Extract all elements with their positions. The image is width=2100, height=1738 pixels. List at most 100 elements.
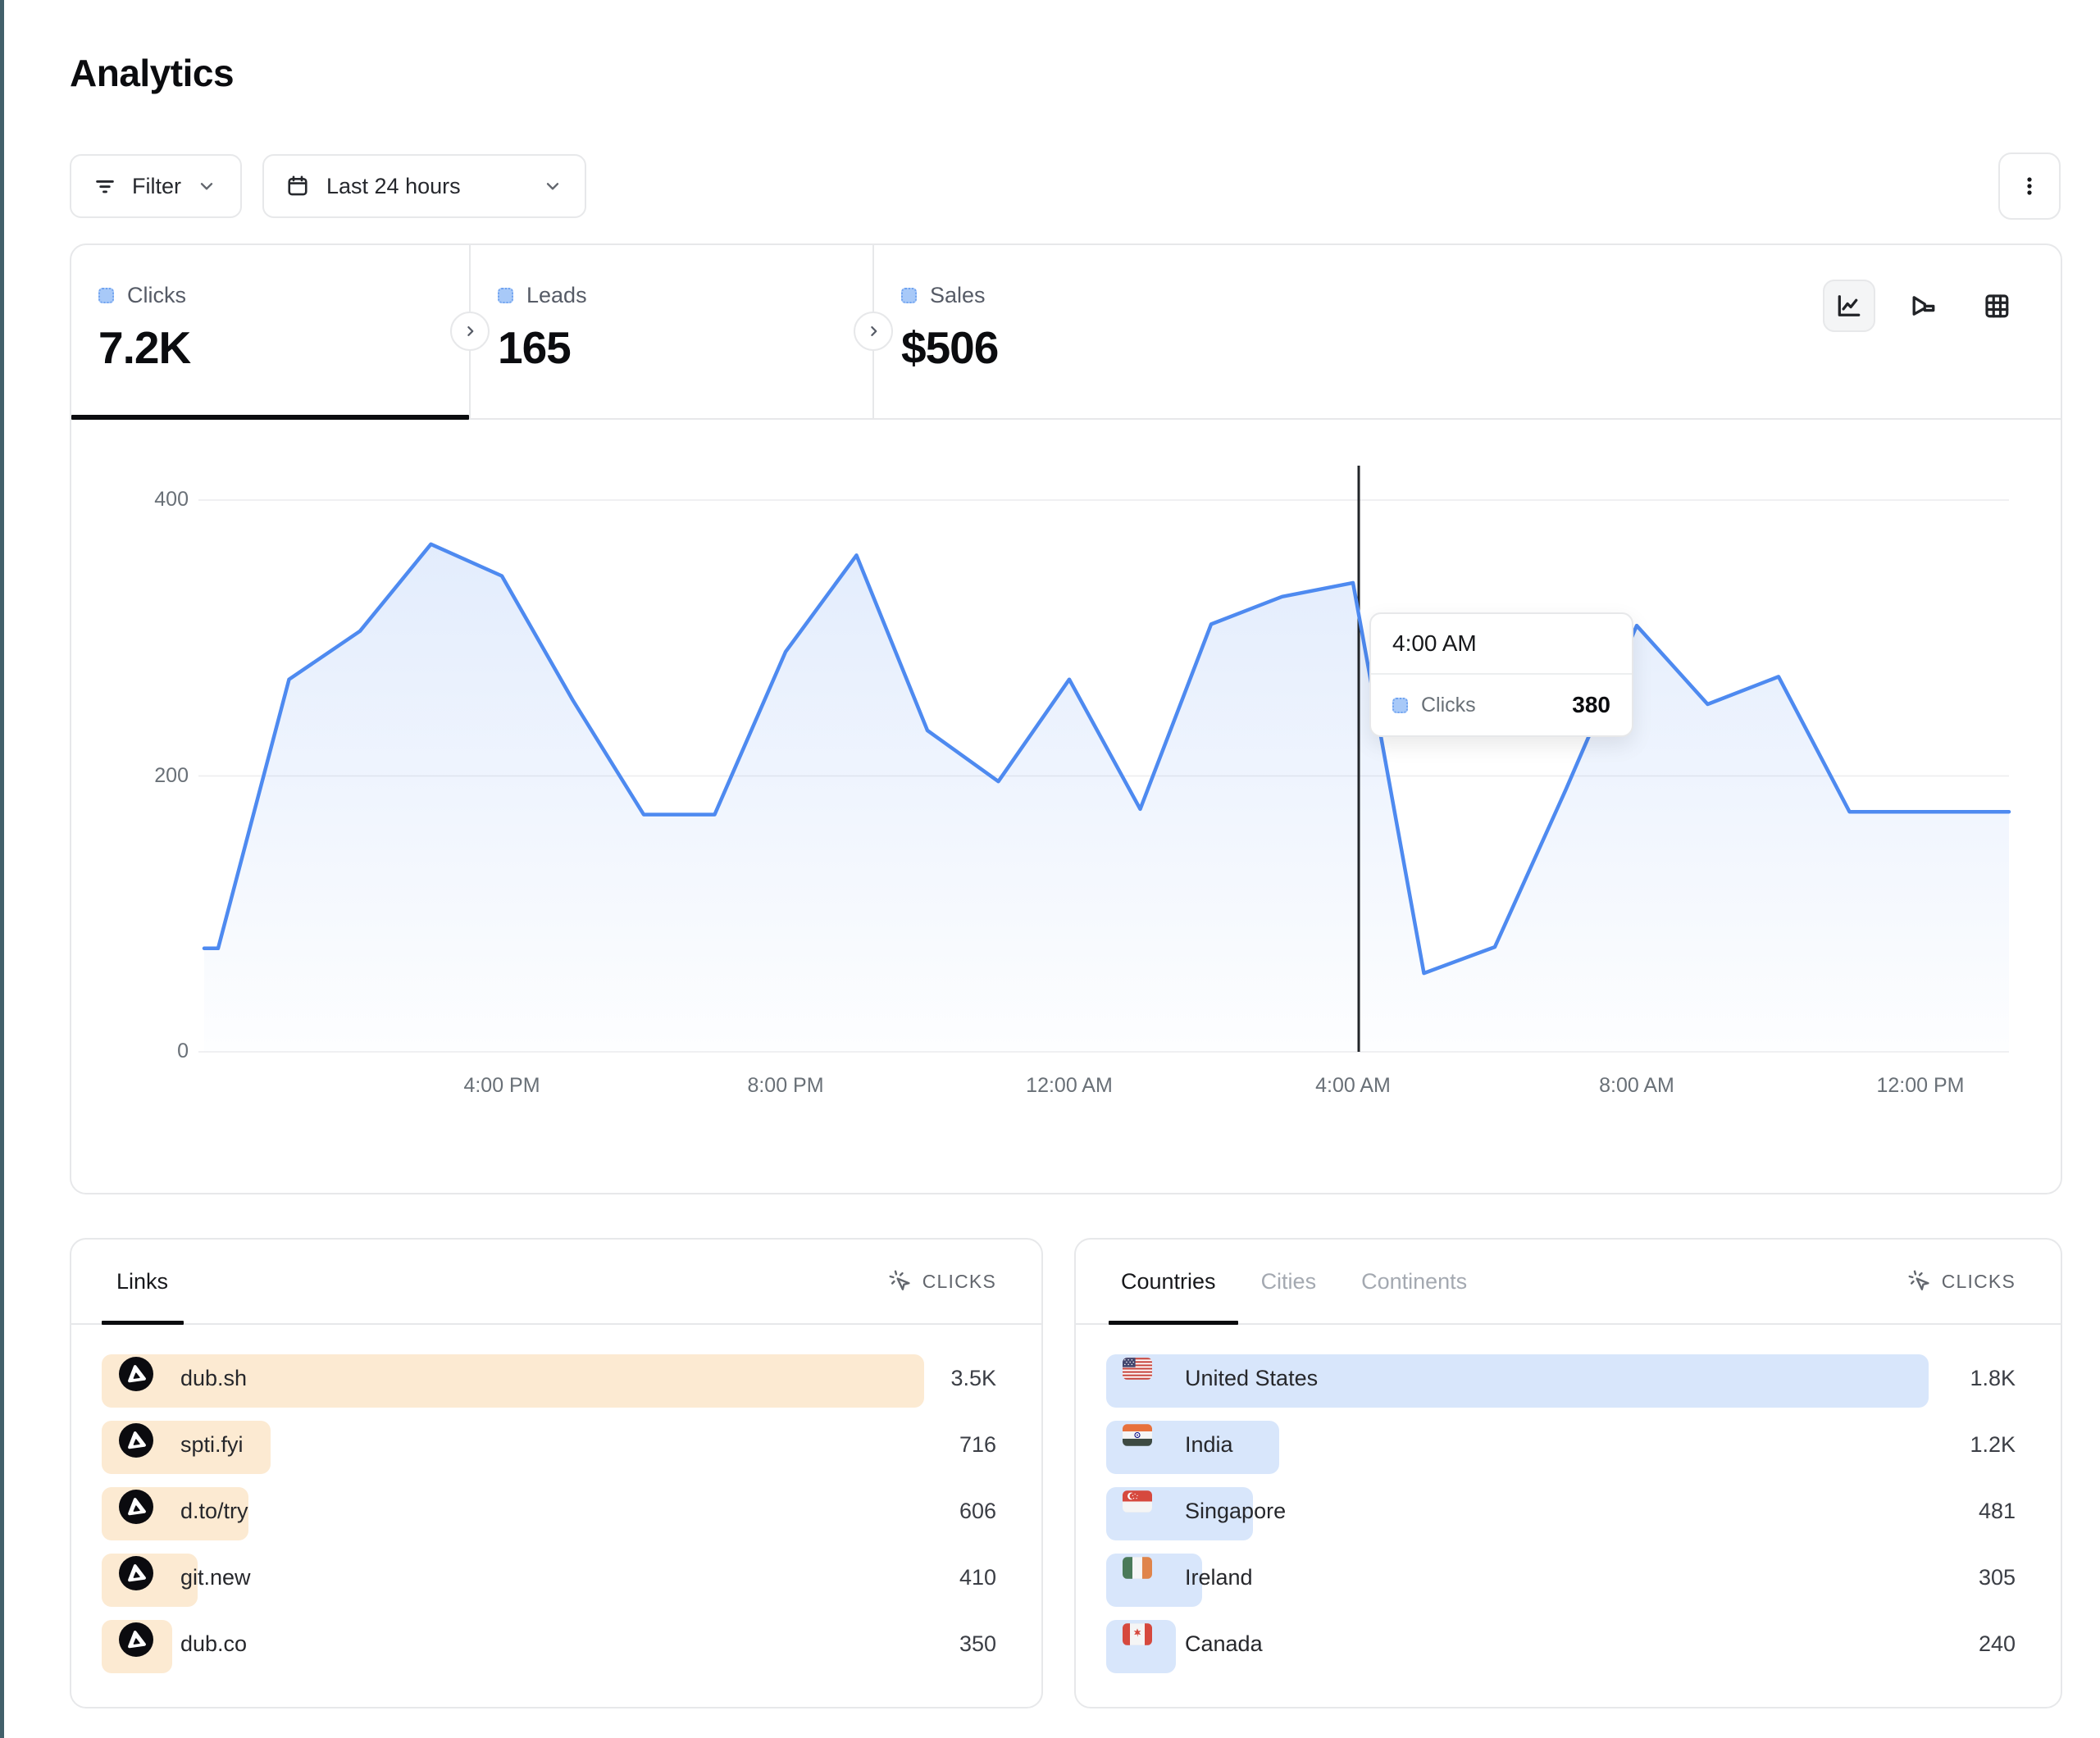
row-value: 3.5K [950,1366,996,1390]
row-value: 481 [1978,1499,2016,1523]
filter-icon [93,174,117,198]
row-label: git.new [180,1565,251,1590]
left-edge-accent [0,0,4,1738]
chart-view-toggle [1823,280,2023,332]
chevron-down-icon [196,175,217,197]
row-value: 350 [959,1631,996,1656]
tab-countries[interactable]: Countries [1121,1268,1216,1294]
x-tick-label: 8:00 AM [1599,1074,1674,1097]
y-tick-label: 0 [177,1040,189,1062]
links-panel: Links CLICKS dub.sh 3.5K spti.fyi 716 d.to/t… [70,1238,1043,1708]
country-row[interactable]: Canada 240 [1076,1613,2061,1680]
link-row[interactable]: dub.sh 3.5K [71,1348,1041,1414]
links-metric-header[interactable]: CLICKS [888,1269,996,1294]
clicks-legend-chip [98,288,114,303]
metric-tabs: Clicks 7.2K Leads 165 Sales $506 [71,245,2061,420]
table-view-button[interactable] [1970,280,2023,332]
chevron-down-icon [542,175,563,197]
row-value: 606 [959,1499,996,1523]
date-range-label: Last 24 hours [326,173,461,198]
country-row[interactable]: Singapore 481 [1076,1481,2061,1547]
tooltip-value: 380 [1572,692,1610,717]
tab-cities[interactable]: Cities [1260,1268,1317,1294]
tooltip-series-label: Clicks [1421,693,1476,717]
x-tick-label: 12:00 AM [1026,1074,1113,1097]
tooltip-series-chip [1392,697,1408,713]
line-chart-view-button[interactable] [1823,280,1875,332]
funnel-view-button[interactable] [1897,280,1949,332]
row-value: 1.2K [1970,1432,2016,1457]
row-bar [1106,1354,1929,1408]
row-label: India [1185,1432,1233,1457]
countries-list: United States 1.8K India 1.2K Singapore 481 Ir… [1076,1348,2061,1680]
dub-logo-icon [119,1556,153,1590]
row-label: dub.co [180,1631,248,1656]
link-row[interactable]: d.to/try 606 [71,1481,1041,1547]
row-label: Ireland [1185,1565,1253,1590]
row-label: Singapore [1185,1499,1287,1523]
flag-ie-icon [1123,1557,1152,1579]
row-bar [1106,1554,1203,1607]
row-bar [102,1354,924,1408]
tooltip-time: 4:00 AM [1371,614,1632,675]
expand-metric-button[interactable] [854,312,893,351]
links-list: dub.sh 3.5K spti.fyi 716 d.to/try 606 git.new 4… [71,1348,1041,1680]
tab-clicks-label: Clicks [127,283,186,307]
x-tick-label: 4:00 PM [463,1074,540,1097]
tab-clicks[interactable]: Clicks 7.2K [71,245,469,420]
filter-button[interactable]: Filter [70,154,242,218]
flag-ca-icon [1123,1623,1152,1645]
countries-metric-header[interactable]: CLICKS [1907,1269,2016,1294]
links-metric-label: CLICKS [922,1270,996,1292]
funnel-icon [1908,291,1938,321]
y-tick-label: 400 [154,488,189,511]
more-options-button[interactable] [1998,152,2061,220]
calendar-icon [285,174,310,198]
row-value: 410 [959,1565,996,1590]
flag-sg-icon [1123,1490,1152,1513]
table-grid-icon [1982,291,2011,321]
link-row[interactable]: git.new 410 [71,1547,1041,1613]
flag-in-icon [1123,1424,1152,1446]
tab-continents[interactable]: Continents [1361,1268,1468,1294]
countries-metric-label: CLICKS [1941,1270,2016,1292]
date-range-button[interactable]: Last 24 hours [262,154,586,218]
analytics-chart-card: Clicks 7.2K Leads 165 Sales $506 0 200 400… [70,243,2062,1194]
leads-total: 165 [498,322,572,373]
filter-button-label: Filter [132,173,181,198]
x-tick-label: 12:00 PM [1876,1074,1965,1097]
cursor-click-icon [888,1269,913,1294]
x-tick-label: 8:00 PM [747,1074,824,1097]
chart-tooltip: 4:00 AM Clicks 380 [1369,612,1633,737]
row-label: spti.fyi [180,1432,244,1457]
country-row[interactable]: Ireland 305 [1076,1547,2061,1613]
link-row[interactable]: spti.fyi 716 [71,1414,1041,1481]
links-panel-header: Links CLICKS [71,1240,1041,1325]
row-label: Canada [1185,1631,1263,1656]
tab-links[interactable]: Links [116,1268,169,1294]
line-chart-icon [1834,291,1864,321]
row-label: dub.sh [180,1366,248,1390]
tab-sales[interactable]: Sales $506 [854,245,2061,418]
clicks-total: 7.2K [98,322,191,373]
tab-leads[interactable]: Leads 165 [450,245,872,418]
row-value: 305 [1978,1565,2016,1590]
links-tab-underline [102,1321,184,1325]
clicks-area-chart[interactable] [71,418,2061,1193]
expand-metric-button[interactable] [450,312,490,351]
y-tick-label: 200 [154,763,189,787]
clicks-chart[interactable]: 0 200 400 4:00 PM 8:00 PM 12:00 AM 4:00 AM 8:0… [71,418,2061,1193]
country-row[interactable]: India 1.2K [1076,1414,2061,1481]
link-row[interactable]: dub.co 350 [71,1613,1041,1680]
row-value: 1.8K [1970,1366,2016,1390]
dub-logo-icon [119,1490,153,1524]
kebab-menu-icon [2017,174,2042,198]
countries-panel: Countries Cities Continents CLICKS Unite… [1074,1238,2062,1708]
cursor-click-icon [1907,1269,1932,1294]
dub-logo-icon [119,1622,153,1657]
row-label: United States [1185,1366,1319,1390]
dub-logo-icon [119,1423,153,1458]
page-title: Analytics [70,52,235,94]
row-value: 240 [1978,1631,2016,1656]
country-row[interactable]: United States 1.8K [1076,1348,2061,1414]
